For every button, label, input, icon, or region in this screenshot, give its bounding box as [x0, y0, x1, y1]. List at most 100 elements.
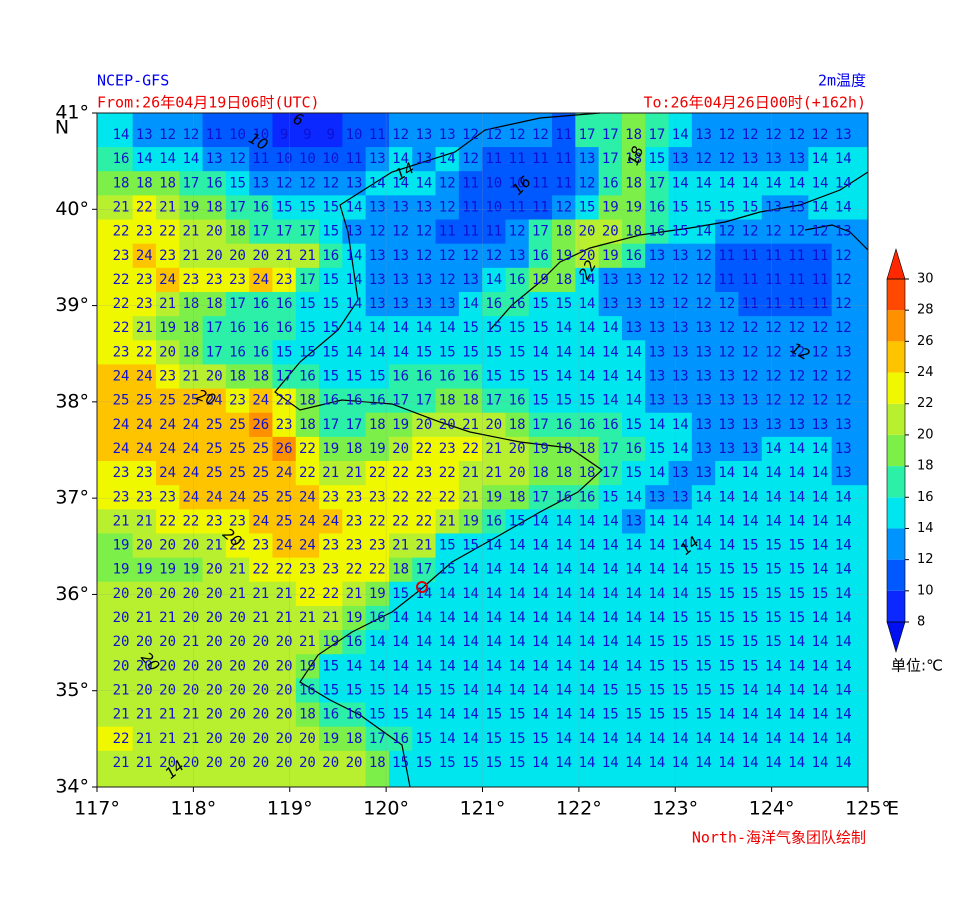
temperature-cell	[668, 113, 693, 148]
temperature-cell	[388, 726, 413, 752]
temperature-cell	[249, 243, 273, 269]
temperature-cell	[179, 557, 204, 583]
temperature-cell	[575, 219, 600, 245]
temperature-label: 14	[742, 489, 759, 505]
temperature-label: 24	[113, 441, 130, 457]
temperature-cell	[295, 171, 320, 196]
temperature-label: 14	[509, 586, 526, 602]
temperature-cell	[528, 678, 553, 704]
temperature-cell	[225, 267, 250, 293]
temperature-cell	[505, 630, 530, 655]
temperature-cell	[319, 750, 343, 788]
temperature-label: 14	[718, 175, 735, 191]
temperature-cell	[761, 436, 786, 462]
temperature-label: 20	[276, 634, 293, 650]
temperature-label: 20	[159, 538, 176, 554]
temperature-cell	[179, 678, 204, 704]
temperature-label: 14	[113, 127, 130, 143]
temperature-label: 14	[555, 320, 572, 336]
temperature-cell	[808, 291, 833, 317]
temperature-label: 14	[812, 199, 829, 215]
temperature-label: 12	[672, 272, 689, 288]
temperature-label: 20	[206, 658, 223, 674]
temperature-cell	[388, 461, 413, 486]
temperature-label: 14	[742, 175, 759, 191]
temperature-label: 14	[788, 489, 805, 505]
temperature-cell	[412, 702, 437, 728]
temperature-cell	[528, 533, 553, 559]
temperature-cell	[808, 581, 833, 607]
temperature-cell	[598, 267, 623, 293]
temperature-cell	[668, 267, 693, 293]
temperature-label: 12	[765, 320, 782, 336]
temperature-cell	[319, 581, 343, 607]
temperature-label: 12	[765, 127, 782, 143]
temperature-cell	[645, 461, 670, 486]
temperature-label: 14	[532, 610, 549, 626]
temperature-label: 18	[182, 344, 199, 360]
temperature-cell	[528, 113, 553, 148]
temperature-label: 11	[742, 296, 759, 312]
temperature-label: 17	[369, 731, 386, 747]
temperature-cell	[598, 630, 623, 655]
temperature-label: 22	[322, 586, 339, 602]
temperature-label: 15	[485, 755, 502, 771]
temperature-cell	[412, 147, 437, 172]
temperature-label: 16	[509, 272, 526, 288]
temperature-label: 14	[695, 731, 712, 747]
temperature-cell	[179, 509, 204, 534]
temperature-cell	[202, 316, 227, 341]
temperature-label: 24	[113, 369, 130, 385]
temperature-label: 15	[602, 707, 619, 723]
temperature-cell	[225, 291, 250, 317]
temperature-cell	[225, 412, 250, 438]
temperature-cell	[482, 340, 506, 365]
temperature-label: 24	[182, 417, 199, 433]
temperature-label: 20	[206, 634, 223, 650]
temperature-cell	[272, 750, 297, 788]
temperature-label: 15	[742, 634, 759, 650]
temperature-label: 20	[229, 755, 246, 771]
temperature-label: 15	[322, 344, 339, 360]
temperature-cell	[155, 436, 180, 462]
temperature-cell	[831, 509, 869, 534]
temperature-cell	[621, 340, 646, 365]
temperature-label: 20	[206, 755, 223, 771]
temperature-label: 24	[182, 465, 199, 481]
temperature-label: 14	[672, 586, 689, 602]
temperature-cell	[715, 485, 739, 510]
y-tick-label: 37°	[55, 487, 89, 509]
temperature-cell	[155, 412, 180, 438]
temperature-cell	[738, 533, 763, 559]
temperature-cell	[598, 412, 623, 438]
temperature-label: 13	[625, 272, 642, 288]
temperature-label: 12	[718, 344, 735, 360]
temperature-cell	[365, 364, 390, 390]
temperature-label: 13	[392, 272, 409, 288]
temperature-cell	[738, 412, 763, 438]
temperature-label: 12	[742, 127, 759, 143]
temperature-label: 21	[346, 586, 363, 602]
temperature-cell	[621, 243, 646, 269]
temperature-label: 16	[625, 248, 642, 264]
temperature-cell	[482, 147, 506, 172]
temperature-label: 15	[742, 658, 759, 674]
temperature-cell	[458, 461, 483, 486]
temperature-cell	[645, 557, 670, 583]
temperature-cell	[831, 436, 869, 462]
temperature-cell	[155, 316, 180, 341]
temperature-cell	[155, 171, 180, 196]
temperature-cell	[342, 113, 367, 148]
temperature-cell	[458, 340, 483, 365]
temperature-label: 15	[299, 199, 316, 215]
temperature-cell	[342, 412, 367, 438]
temperature-label: 14	[602, 731, 619, 747]
temperature-cell	[621, 630, 646, 655]
temperature-cell	[808, 509, 833, 534]
temperature-cell	[621, 412, 646, 438]
temperature-cell	[132, 267, 157, 293]
temperature-label: 13	[695, 369, 712, 385]
temperature-label: 14	[579, 658, 596, 674]
temperature-cell	[412, 630, 437, 655]
temperature-cell	[388, 219, 413, 245]
